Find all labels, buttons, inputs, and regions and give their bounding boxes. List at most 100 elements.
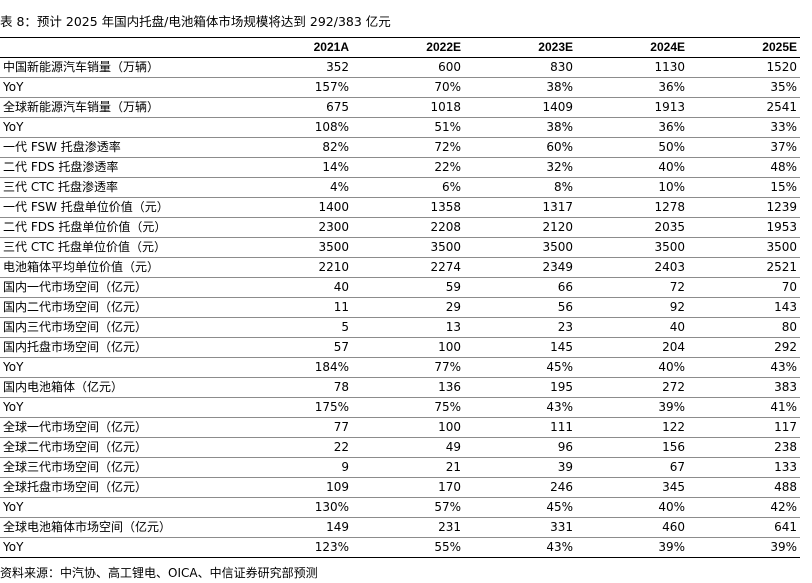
table-cell: 1018 [352,97,464,118]
table-cell: 246 [464,477,576,498]
table-cell: 2274 [352,257,464,278]
table-cell: 77 [240,417,352,438]
row-label: 二代 FDS 托盘渗透率 [0,157,240,178]
table-cell: 2208 [352,217,464,238]
table-cell: 43% [464,537,576,558]
table-cell: 40% [576,357,688,378]
table-cell: 2120 [464,217,576,238]
table-row: 全球二代市场空间（亿元） 22 49 96 156 238 [0,437,800,458]
table-cell: 3500 [240,237,352,258]
table-row: 二代 FDS 托盘渗透率 14% 22% 32% 40% 48% [0,157,800,178]
table-row: YoY 175% 75% 43% 39% 41% [0,397,800,418]
row-label: 二代 FDS 托盘单位价值（元） [0,217,240,238]
table-row: 全球三代市场空间（亿元） 9 21 39 67 133 [0,457,800,478]
table-cell: 22% [352,157,464,178]
table-cell: 1409 [464,97,576,118]
table-cell: 184% [240,357,352,378]
table-cell: 488 [688,477,800,498]
table-cell: 4% [240,177,352,198]
table-row: 国内一代市场空间（亿元） 40 59 66 72 70 [0,277,800,298]
row-label: YoY [0,77,240,98]
table-cell: 49 [352,437,464,458]
table-cell: 57 [240,337,352,358]
table-cell: 70% [352,77,464,98]
table-cell: 130% [240,497,352,518]
table-cell: 45% [464,357,576,378]
table-cell: 345 [576,477,688,498]
table-cell: 80 [688,317,800,338]
row-label: 国内一代市场空间（亿元） [0,277,240,298]
row-label: 国内三代市场空间（亿元） [0,317,240,338]
table-cell: 42% [688,497,800,518]
table-cell: 3500 [352,237,464,258]
column-header: 2022E [352,37,464,58]
table-cell: 6% [352,177,464,198]
table-cell: 2035 [576,217,688,238]
table-cell: 40% [576,157,688,178]
table-cell: 122 [576,417,688,438]
row-label: 国内二代市场空间（亿元） [0,297,240,318]
row-label: YoY [0,397,240,418]
table-cell: 78 [240,377,352,398]
row-label: 中国新能源汽车销量（万辆） [0,57,240,78]
table-cell: 3500 [576,237,688,258]
table-cell: 82% [240,137,352,158]
table-cell: 60% [464,137,576,158]
table-title: 表 8：预计 2025 年国内托盘/电池箱体市场规模将达到 292/383 亿元 [0,14,391,29]
table-cell: 109 [240,477,352,498]
row-label: YoY [0,117,240,138]
row-label: 全球一代市场空间（亿元） [0,417,240,438]
table-row: 三代 CTC 托盘渗透率 4% 6% 8% 10% 15% [0,177,800,198]
table-cell: 92 [576,297,688,318]
table-cell: 50% [576,137,688,158]
table-cell: 1239 [688,197,800,218]
table-cell: 830 [464,57,576,78]
table-cell: 75% [352,397,464,418]
row-label: 三代 CTC 托盘单位价值（元） [0,237,240,258]
column-header: 2021A [240,37,352,58]
table-row: YoY 123% 55% 43% 39% 39% [0,537,800,558]
table-cell: 39 [464,457,576,478]
column-header: 2024E [576,37,688,58]
table-cell: 59 [352,277,464,298]
table-cell: 72 [576,277,688,298]
table-cell: 143 [688,297,800,318]
market-size-table: 2021A 2022E 2023E 2024E 2025E 中国新能源汽车销量（… [0,37,800,558]
table-row: 中国新能源汽车销量（万辆） 352 600 830 1130 1520 [0,57,800,78]
table-cell: 38% [464,117,576,138]
row-label: 国内电池箱体（亿元） [0,377,240,398]
table-cell: 33% [688,117,800,138]
table-row: 全球电池箱体市场空间（亿元） 149 231 331 460 641 [0,517,800,538]
table-row: YoY 157% 70% 38% 36% 35% [0,77,800,98]
table-cell: 2210 [240,257,352,278]
table-row: 一代 FSW 托盘渗透率 82% 72% 60% 50% 37% [0,137,800,158]
table-cell: 175% [240,397,352,418]
table-cell: 36% [576,117,688,138]
table-cell: 1130 [576,57,688,78]
table-cell: 460 [576,517,688,538]
row-label: 国内托盘市场空间（亿元） [0,337,240,358]
table-cell: 11 [240,297,352,318]
table-cell: 600 [352,57,464,78]
table-cell: 8% [464,177,576,198]
table-cell: 1317 [464,197,576,218]
table-cell: 21 [352,457,464,478]
table-cell: 39% [688,537,800,558]
table-row: 二代 FDS 托盘单位价值（元） 2300 2208 2120 2035 1953 [0,217,800,238]
row-label: 全球托盘市场空间（亿元） [0,477,240,498]
table-cell: 40% [576,497,688,518]
table-cell: 57% [352,497,464,518]
table-cell: 40 [576,317,688,338]
table-cell: 77% [352,357,464,378]
row-label: YoY [0,537,240,558]
table-row: 国内托盘市场空间（亿元） 57 100 145 204 292 [0,337,800,358]
table-cell: 1913 [576,97,688,118]
row-label: 一代 FSW 托盘单位价值（元） [0,197,240,218]
table-row: 电池箱体平均单位价值（元） 2210 2274 2349 2403 2521 [0,257,800,278]
table-cell: 1278 [576,197,688,218]
column-header [0,37,240,58]
table-cell: 96 [464,437,576,458]
table-cell: 13 [352,317,464,338]
source-note: 资料来源：中汽协、高工锂电、OICA、中信证券研究部预测 [0,566,318,580]
table-cell: 331 [464,517,576,538]
